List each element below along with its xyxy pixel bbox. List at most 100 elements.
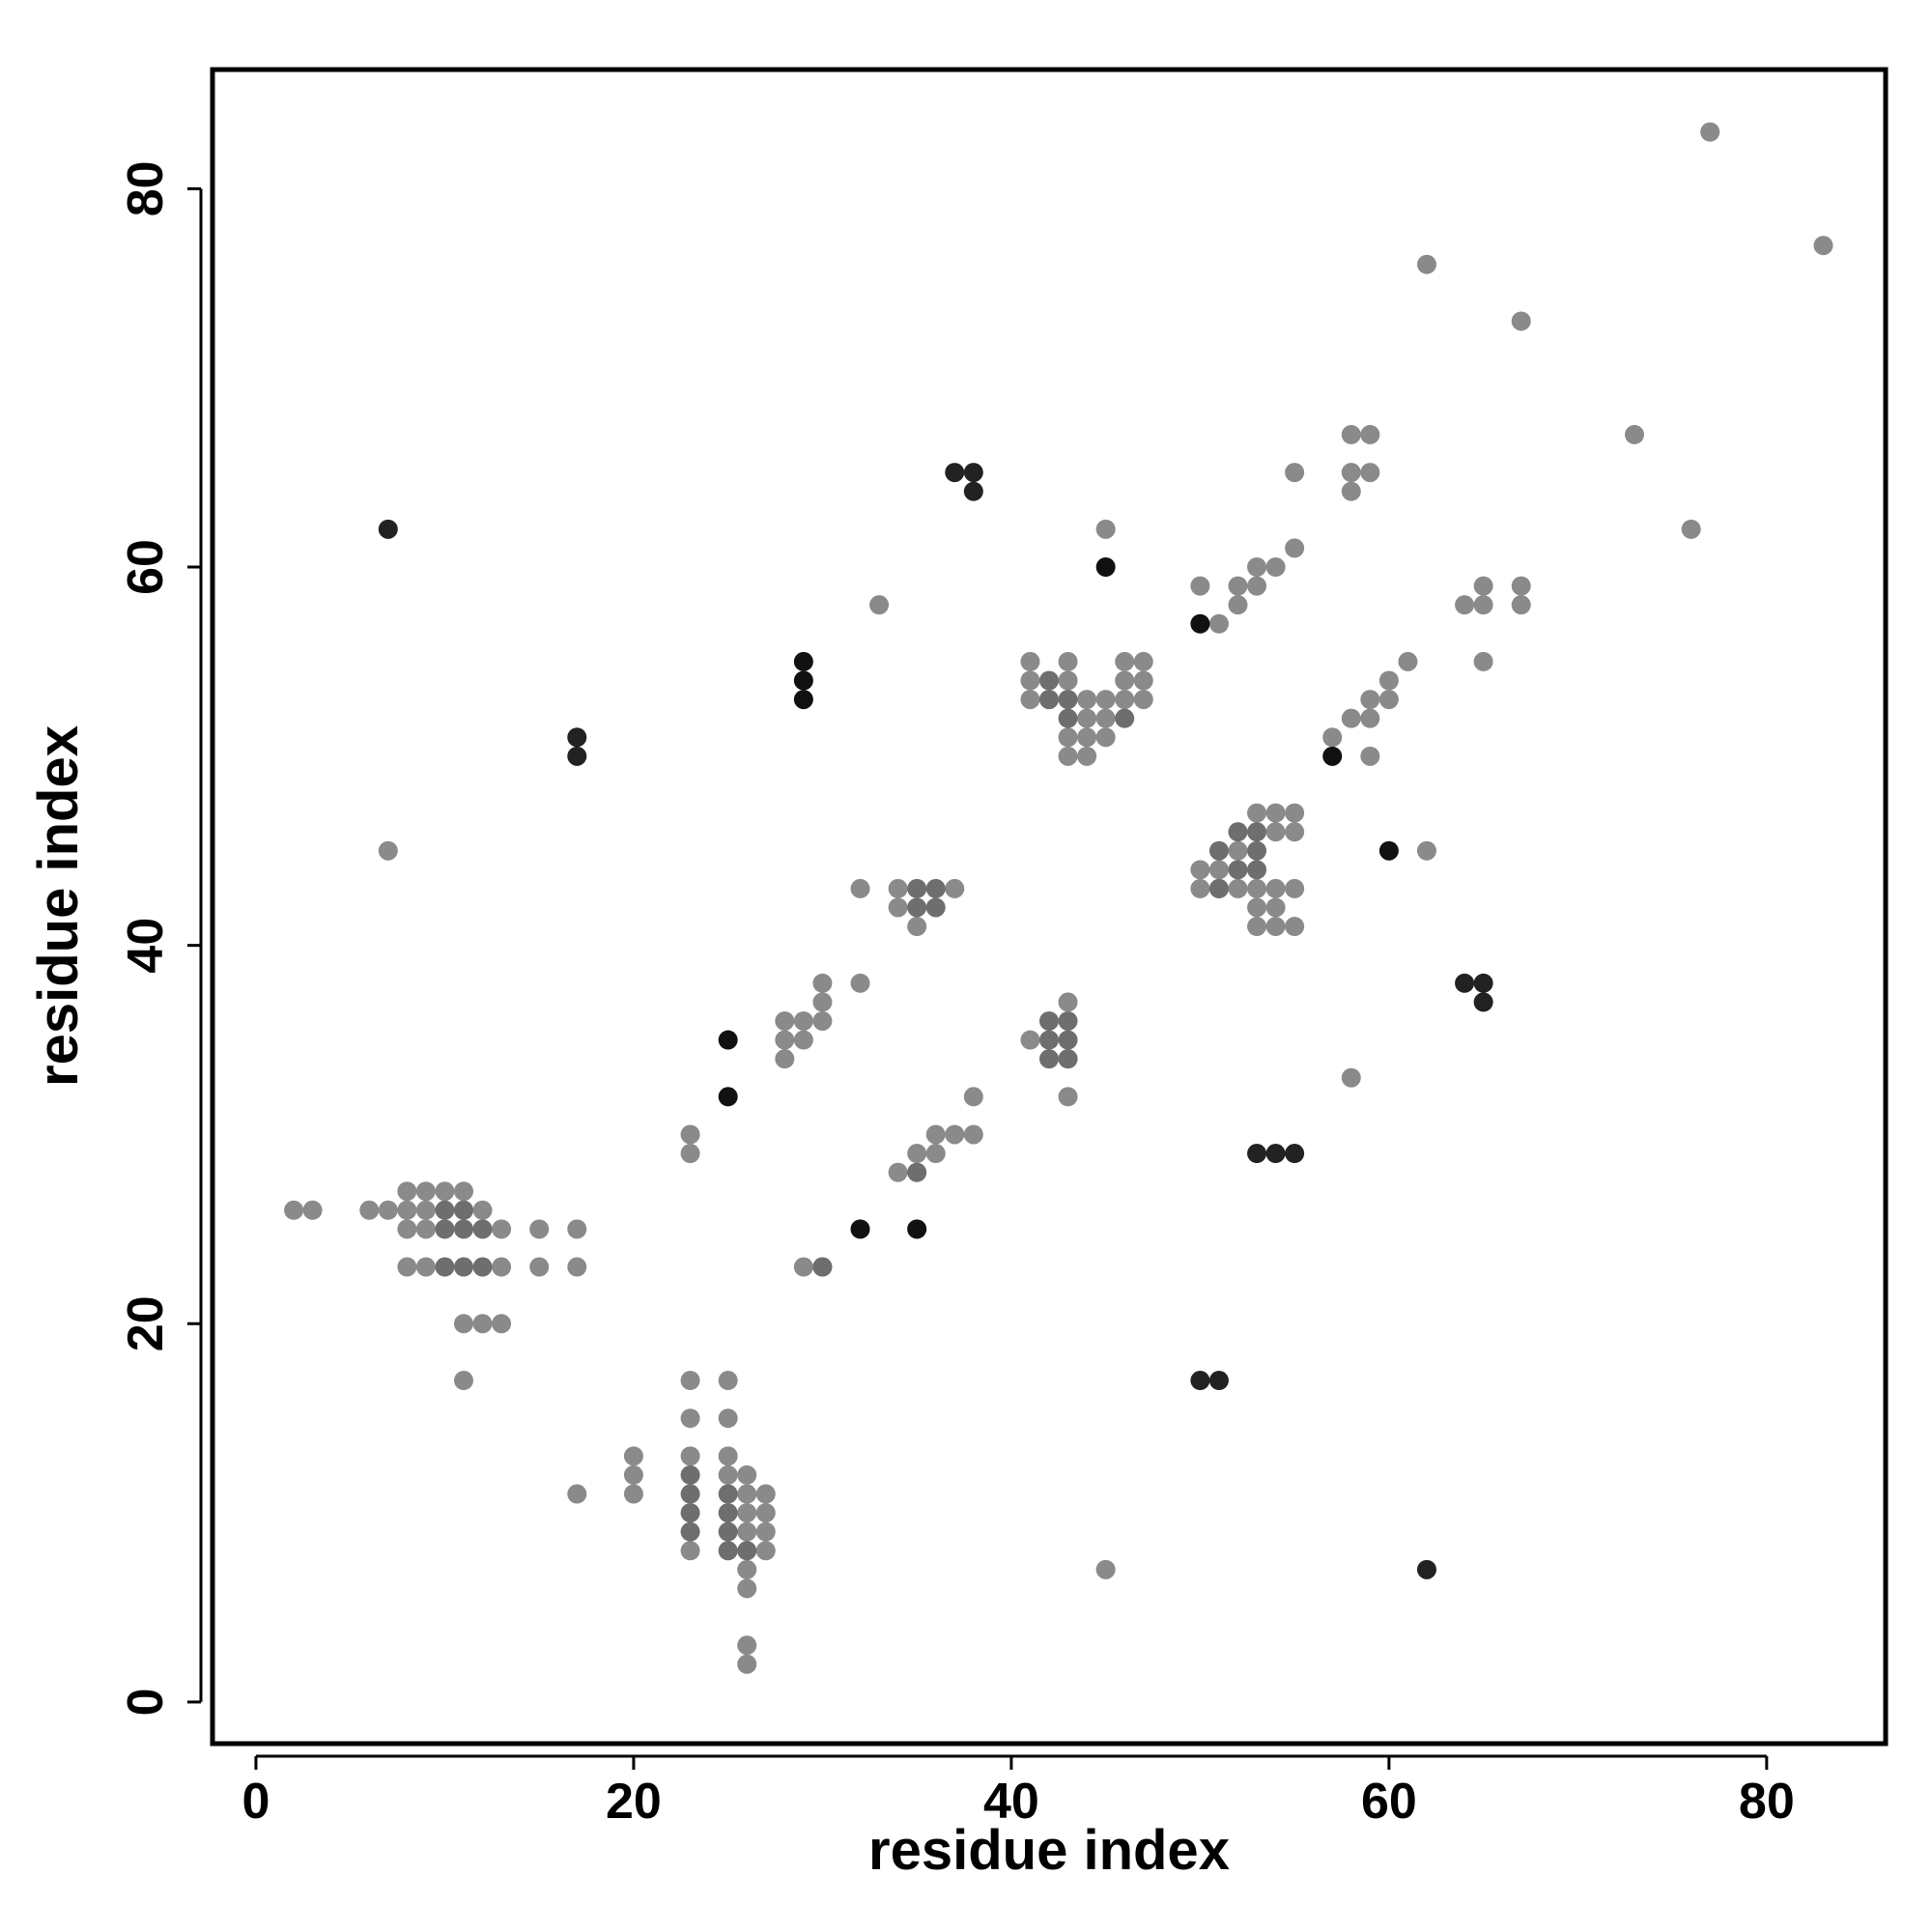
data-point	[907, 878, 927, 898]
data-point	[888, 878, 908, 898]
data-point	[1511, 311, 1531, 331]
data-point	[718, 1484, 738, 1504]
data-point	[680, 1503, 700, 1523]
data-point	[567, 727, 587, 748]
data-point	[435, 1257, 455, 1277]
data-point	[492, 1219, 512, 1239]
data-point	[1511, 576, 1531, 596]
data-point	[1077, 727, 1097, 748]
data-point	[1700, 122, 1720, 142]
data-point	[680, 1371, 700, 1391]
data-point	[1039, 1010, 1059, 1031]
data-point	[1020, 670, 1040, 691]
data-point	[1247, 840, 1267, 861]
data-point	[1378, 840, 1399, 861]
data-point	[1228, 822, 1248, 842]
data-point	[793, 1010, 813, 1031]
data-point	[1416, 1559, 1436, 1579]
data-point	[793, 1257, 813, 1277]
data-point	[472, 1219, 493, 1239]
x-tick-label: 20	[606, 1774, 662, 1830]
data-point	[1058, 992, 1078, 1012]
data-point	[1265, 557, 1286, 578]
data-point	[850, 1219, 870, 1239]
data-points	[284, 122, 1833, 1674]
data-point	[1265, 1144, 1286, 1164]
data-point	[850, 973, 870, 993]
y-axis-title: residue index	[27, 725, 90, 1087]
data-point	[1247, 917, 1267, 937]
data-point	[453, 1219, 473, 1239]
data-point	[680, 1541, 700, 1561]
y-tick-label: 0	[118, 1688, 174, 1716]
data-point	[1285, 1144, 1305, 1164]
data-point	[1416, 254, 1436, 274]
data-point	[415, 1200, 436, 1220]
data-point	[415, 1219, 436, 1239]
data-point	[1228, 595, 1248, 615]
data-point	[1285, 917, 1305, 937]
data-point	[1115, 708, 1135, 728]
data-point	[755, 1484, 776, 1504]
data-point	[284, 1200, 304, 1220]
data-point	[718, 1408, 738, 1429]
data-point	[1058, 708, 1078, 728]
x-tick-label: 40	[983, 1774, 1039, 1830]
data-point	[1341, 1067, 1361, 1088]
data-point	[1077, 708, 1097, 728]
data-point	[907, 917, 927, 937]
data-point	[812, 973, 833, 993]
x-tick-label: 0	[242, 1774, 270, 1830]
data-point	[1228, 878, 1248, 898]
data-point	[1133, 651, 1153, 671]
data-point	[359, 1200, 380, 1220]
data-point	[1115, 690, 1135, 710]
data-point	[907, 1144, 927, 1164]
data-point	[492, 1257, 512, 1277]
data-point	[1265, 897, 1286, 918]
data-point	[718, 1030, 738, 1050]
data-point	[755, 1521, 776, 1542]
data-point	[1228, 840, 1248, 861]
data-point	[1473, 595, 1493, 615]
data-point	[775, 1030, 795, 1050]
data-point	[435, 1219, 455, 1239]
data-point	[963, 1124, 983, 1145]
data-point	[378, 840, 398, 861]
data-point	[1115, 670, 1135, 691]
data-point	[1095, 690, 1116, 710]
data-point	[1247, 860, 1267, 880]
data-point	[1378, 690, 1399, 710]
data-point	[1416, 840, 1436, 861]
data-point	[1322, 727, 1343, 748]
data-point	[737, 1578, 757, 1599]
data-point	[378, 519, 398, 539]
data-point	[737, 1484, 757, 1504]
data-point	[623, 1464, 643, 1485]
data-point	[1058, 1030, 1078, 1050]
data-point	[812, 1257, 833, 1277]
data-point	[1133, 670, 1153, 691]
data-point	[680, 1464, 700, 1485]
data-point	[925, 878, 946, 898]
data-point	[680, 1124, 700, 1145]
data-point	[1813, 236, 1833, 256]
data-point	[737, 1559, 757, 1579]
data-point	[1625, 424, 1645, 444]
data-point	[1247, 878, 1267, 898]
data-point	[718, 1521, 738, 1542]
data-point	[567, 1219, 587, 1239]
data-point	[1095, 727, 1116, 748]
data-point	[1247, 576, 1267, 596]
data-point	[680, 1144, 700, 1164]
data-point	[718, 1446, 738, 1466]
data-point	[1360, 746, 1380, 766]
data-point	[567, 1484, 587, 1504]
data-point	[925, 897, 946, 918]
data-point	[1095, 1559, 1116, 1579]
data-point	[755, 1503, 776, 1523]
data-point	[907, 1219, 927, 1239]
